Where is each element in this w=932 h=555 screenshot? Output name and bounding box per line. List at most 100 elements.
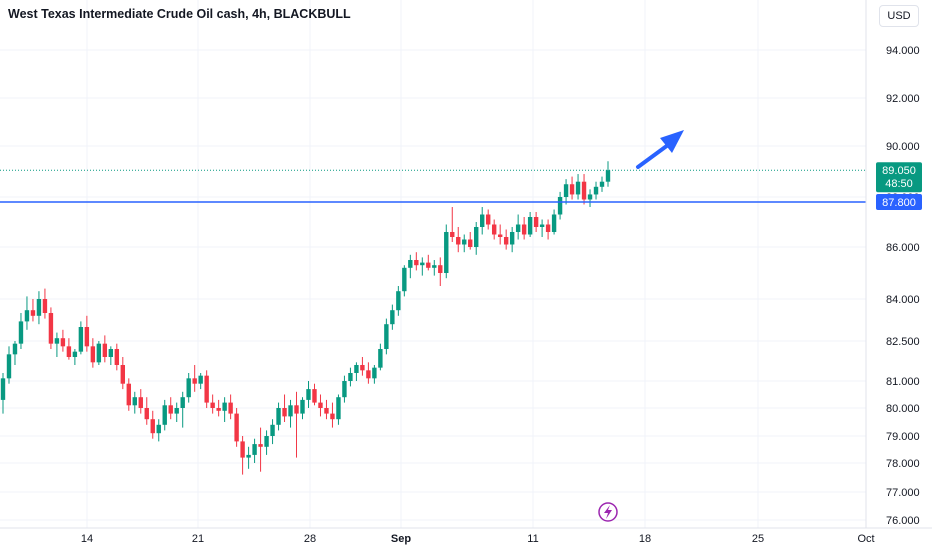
candle-body <box>515 224 521 232</box>
time-tick-label: Oct <box>857 533 874 545</box>
candle-body <box>318 402 323 408</box>
candle-body <box>366 370 371 379</box>
candle-body <box>557 197 563 215</box>
chart-title: West Texas Intermediate Crude Oil cash, … <box>8 7 351 21</box>
candle-body <box>204 375 209 403</box>
price-levels <box>0 169 866 203</box>
candles <box>0 161 611 475</box>
candle-body <box>527 217 533 235</box>
current-price-label: 89.050 <box>882 165 916 177</box>
candle-body <box>270 424 275 436</box>
time-tick-label: 28 <box>304 533 316 545</box>
price-tick-label: 82.500 <box>886 336 920 348</box>
candle-body <box>414 260 419 266</box>
price-tick-label: 94.000 <box>886 45 920 57</box>
candle-body <box>342 381 347 398</box>
candle-body <box>168 405 173 414</box>
trend-arrow-shaft <box>636 143 670 169</box>
candle-body <box>420 262 425 266</box>
price-tick-label: 78.000 <box>886 458 920 470</box>
candle-body <box>432 265 437 268</box>
candle-body <box>84 327 90 347</box>
candle-body <box>378 349 383 368</box>
candle-body <box>396 291 401 311</box>
price-tick-label: 92.000 <box>886 93 920 105</box>
candle-body <box>521 224 527 235</box>
candle-body <box>438 265 443 273</box>
candle-body <box>42 299 48 313</box>
candle-body <box>408 260 413 268</box>
price-tick-label: 81.000 <box>886 376 920 388</box>
price-tick-label: 86.000 <box>886 242 920 254</box>
candle-body <box>78 327 84 352</box>
candle-body <box>354 365 359 373</box>
candle-body <box>180 397 185 408</box>
candle-body <box>384 324 389 349</box>
candle-body <box>114 349 120 365</box>
candle-body <box>24 310 30 322</box>
candle-body <box>468 239 473 247</box>
candle-body <box>138 397 143 408</box>
lightning-icon-bolt <box>604 505 612 519</box>
candle-body <box>90 346 96 363</box>
candle-body <box>120 365 126 384</box>
price-tick-label: 76.000 <box>886 515 920 527</box>
candle-body <box>575 181 581 195</box>
time-tick-label: 25 <box>752 533 764 545</box>
currency-button[interactable]: USD <box>879 5 919 27</box>
candle-body <box>312 389 317 403</box>
candle-body <box>581 181 587 200</box>
candle-body <box>240 441 245 458</box>
candle-body <box>587 194 593 200</box>
candle-body <box>276 408 281 425</box>
price-tick-label: 79.000 <box>886 431 920 443</box>
candle-body <box>539 224 545 227</box>
candle-body <box>258 444 263 447</box>
candle-body <box>162 405 167 425</box>
candle-body <box>150 419 155 434</box>
candle-body <box>456 237 461 245</box>
candle-body <box>444 232 449 273</box>
time-tick-label: 11 <box>527 533 538 545</box>
candle-body <box>533 217 539 227</box>
candle-body <box>372 367 377 379</box>
candle-body <box>360 365 365 371</box>
price-tick-label: 77.000 <box>886 487 920 499</box>
candle-body <box>330 413 335 420</box>
candle-body <box>462 239 467 245</box>
candle-body <box>605 170 611 182</box>
candle-body <box>108 349 114 357</box>
candle-body <box>264 436 269 447</box>
candle-body <box>497 234 503 237</box>
candle-body <box>300 399 305 414</box>
candle-body <box>186 378 191 398</box>
candle-body <box>144 408 149 420</box>
candle-body <box>563 184 569 197</box>
candle-body <box>12 343 18 355</box>
candle-body <box>252 444 257 455</box>
candle-body <box>593 186 599 195</box>
candle-body <box>551 214 557 232</box>
countdown-label: 48:50 <box>885 178 913 190</box>
candle-body <box>48 313 54 344</box>
candle-body <box>402 267 407 292</box>
candle-body <box>156 424 161 434</box>
candle-body <box>491 224 497 235</box>
candle-body <box>426 262 431 268</box>
candle-body <box>390 310 395 325</box>
time-axis[interactable]: 14 21 28 Sep 11 18 25 Oct <box>0 527 932 545</box>
trend-arrow-head <box>660 130 684 153</box>
candle-body <box>348 373 353 381</box>
support-price-tag <box>876 194 922 210</box>
price-tick-label: 84.000 <box>886 294 920 306</box>
candle-body <box>192 378 197 384</box>
time-tick-label: 21 <box>192 533 204 545</box>
candle-body <box>66 346 72 357</box>
annotations <box>598 130 684 522</box>
time-tick-label: Sep <box>391 533 411 545</box>
candle-body <box>569 184 575 195</box>
price-axis[interactable]: 76.000 77.000 78.000 79.000 80.000 81.000 82.5… <box>865 0 922 528</box>
candle-body <box>54 338 60 344</box>
